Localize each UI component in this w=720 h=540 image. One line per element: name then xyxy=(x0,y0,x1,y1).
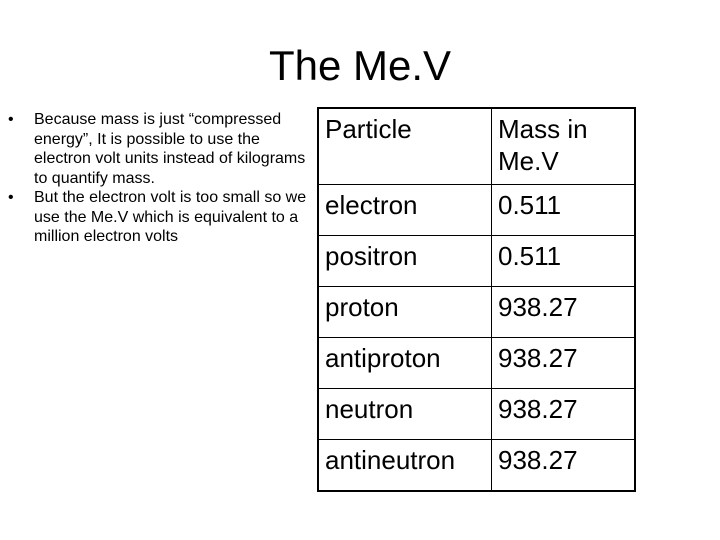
particle-cell: antineutron xyxy=(317,439,492,492)
bullet-icon: • xyxy=(8,111,14,128)
mass-cell: 0.511 xyxy=(491,235,636,287)
bullet-item: • Because mass is just “compressed energ… xyxy=(8,110,308,188)
table-row: antiproton 938.27 xyxy=(317,337,636,389)
mass-cell: 938.27 xyxy=(491,286,636,338)
table-row: neutron 938.27 xyxy=(317,388,636,440)
table-row: antineutron 938.27 xyxy=(317,439,636,492)
table-row: electron 0.511 xyxy=(317,184,636,236)
table-row: proton 938.27 xyxy=(317,286,636,338)
bullet-icon: • xyxy=(8,189,14,206)
mass-cell: 938.27 xyxy=(491,439,636,492)
slide-title: The Me.V xyxy=(268,42,452,89)
bullet-item: • But the electron volt is too small so … xyxy=(8,188,308,247)
header-mass: Mass in Me.V xyxy=(491,107,636,185)
particle-cell: proton xyxy=(317,286,492,338)
particle-cell: electron xyxy=(317,184,492,236)
bullet-text: But the electron volt is too small so we… xyxy=(34,189,307,245)
particle-cell: antiproton xyxy=(317,337,492,389)
table-header-row: Particle Mass in Me.V xyxy=(317,107,636,185)
particle-mass-table: Particle Mass in Me.V electron 0.511 pos… xyxy=(317,107,636,492)
bullet-text: Because mass is just “compressed energy”… xyxy=(34,111,306,187)
particle-cell: positron xyxy=(317,235,492,287)
header-particle: Particle xyxy=(317,107,492,185)
mass-cell: 0.511 xyxy=(491,184,636,236)
particle-cell: neutron xyxy=(317,388,492,440)
bullet-list: • Because mass is just “compressed energ… xyxy=(8,110,308,247)
mass-cell: 938.27 xyxy=(491,388,636,440)
mass-cell: 938.27 xyxy=(491,337,636,389)
table-row: positron 0.511 xyxy=(317,235,636,287)
